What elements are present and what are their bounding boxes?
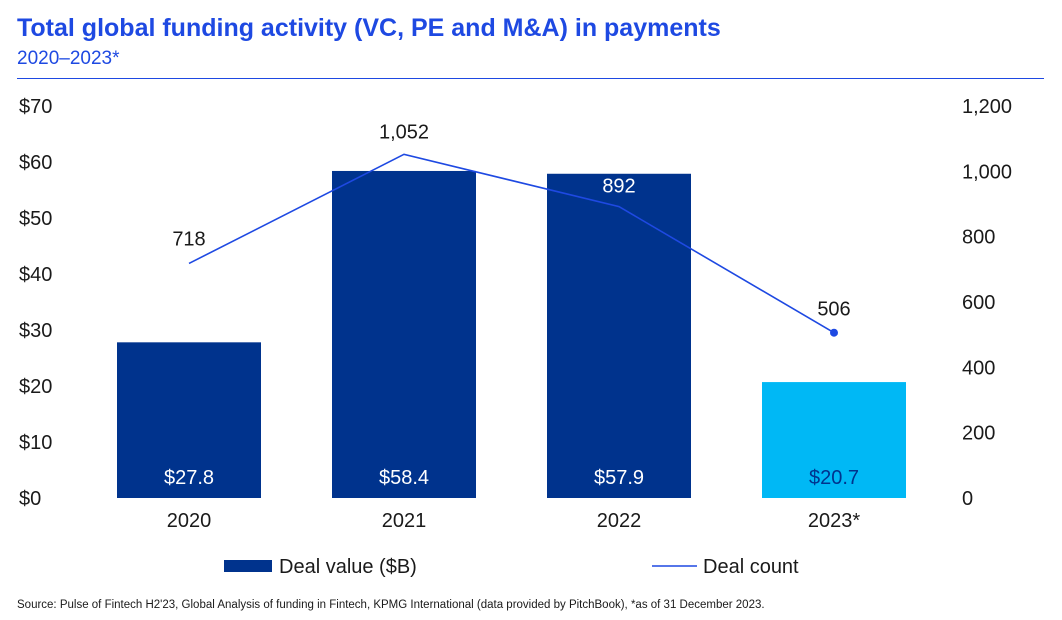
bar-value-label: $58.4	[379, 467, 429, 489]
y-right-tick-label: 200	[962, 423, 995, 445]
title-divider	[17, 78, 1044, 79]
bar-value-label: $57.9	[594, 467, 644, 489]
x-tick-label: 2020	[167, 510, 212, 532]
x-tick-label: 2022	[597, 510, 642, 532]
y-left-tick-label: $50	[19, 208, 52, 230]
y-right-tick-label: 1,000	[962, 161, 1012, 183]
y-right-tick-label: 0	[962, 488, 973, 510]
bar	[547, 173, 691, 498]
deal-count-label: 718	[172, 228, 205, 250]
x-tick-label: 2021	[382, 510, 427, 532]
y-left-tick-label: $10	[19, 432, 52, 454]
deal-count-label: 1,052	[379, 121, 429, 143]
chart-subtitle: 2020–2023*	[17, 48, 120, 69]
y-left-tick-label: $70	[19, 96, 52, 118]
y-left-tick-label: $20	[19, 376, 52, 398]
y-left-tick-label: $30	[19, 320, 52, 342]
deal-count-label: 892	[602, 176, 635, 198]
y-left-tick-label: $40	[19, 264, 52, 286]
bar	[117, 342, 261, 498]
legend-label-deal-count: Deal count	[703, 556, 799, 578]
deal-count-line	[188, 153, 835, 334]
source-note: Source: Pulse of Fintech H2'23, Global A…	[17, 599, 765, 611]
y-right-tick-label: 600	[962, 292, 995, 314]
y-left-tick-label: $60	[19, 152, 52, 174]
y-left-tick-label: $0	[19, 488, 41, 510]
legend-label-deal-value: Deal value ($B)	[279, 556, 417, 578]
y-right-tick-label: 800	[962, 227, 995, 249]
bar	[762, 382, 906, 498]
deal-count-label: 506	[817, 299, 850, 321]
bar-value-label: $20.7	[809, 467, 859, 489]
y-right-tick-label: 400	[962, 357, 995, 379]
bar	[332, 170, 476, 498]
bar-value-label: $27.8	[164, 467, 214, 489]
chart-title: Total global funding activity (VC, PE an…	[17, 14, 721, 42]
deal-count-endpoint	[830, 328, 838, 337]
legend-swatch-deal-value	[224, 560, 272, 572]
y-right-tick-label: 1,200	[962, 96, 1012, 118]
x-tick-label: 2023*	[808, 510, 860, 532]
